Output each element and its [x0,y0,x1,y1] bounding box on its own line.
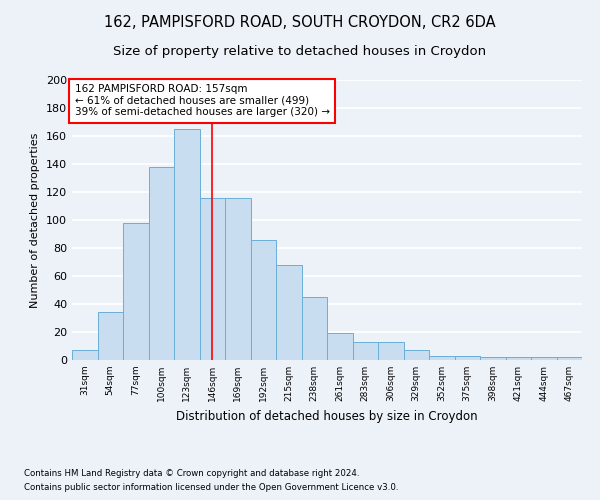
Text: Contains public sector information licensed under the Open Government Licence v3: Contains public sector information licen… [24,484,398,492]
Bar [123,223,149,360]
Bar [480,357,505,360]
Text: 162, PAMPISFORD ROAD, SOUTH CROYDON, CR2 6DA: 162, PAMPISFORD ROAD, SOUTH CROYDON, CR2… [104,15,496,30]
X-axis label: Distribution of detached houses by size in Croydon: Distribution of detached houses by size … [176,410,478,422]
Bar [378,342,404,360]
Bar [149,167,174,360]
Bar [174,129,199,360]
Text: 162 PAMPISFORD ROAD: 157sqm
← 61% of detached houses are smaller (499)
39% of se: 162 PAMPISFORD ROAD: 157sqm ← 61% of det… [74,84,329,117]
Text: Contains HM Land Registry data © Crown copyright and database right 2024.: Contains HM Land Registry data © Crown c… [24,468,359,477]
Bar [276,265,302,360]
Text: Size of property relative to detached houses in Croydon: Size of property relative to detached ho… [113,45,487,58]
Bar [327,334,353,360]
Bar [225,198,251,360]
Bar [505,357,531,360]
Bar [251,240,276,360]
Bar [97,312,123,360]
Y-axis label: Number of detached properties: Number of detached properties [31,132,40,308]
Bar [557,357,582,360]
Bar [429,356,455,360]
Bar [353,342,378,360]
Bar [404,350,429,360]
Bar [531,357,557,360]
Bar [302,297,327,360]
Bar [455,356,480,360]
Bar [199,198,225,360]
Bar [72,350,97,360]
